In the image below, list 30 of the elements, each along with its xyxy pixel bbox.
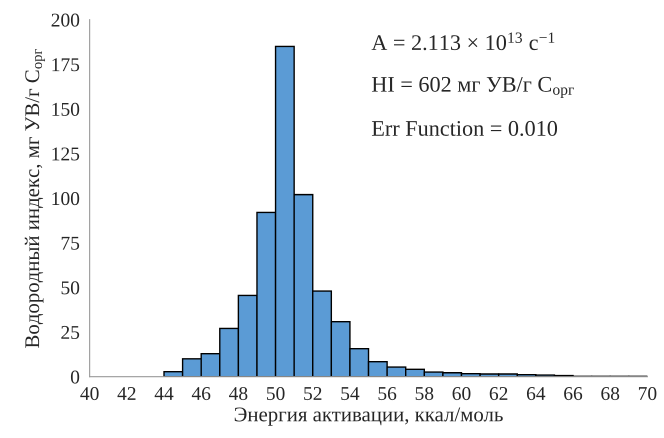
x-tick-label: 40	[80, 386, 99, 400]
y-tick-label: 0	[70, 370, 80, 384]
x-tick-label: 64	[526, 387, 546, 400]
y-tick-label: 100	[52, 192, 80, 206]
y-axis-title: Водородный индекс, мг УВ/г С$_{орг}$	[24, 48, 46, 348]
x-tick-label: 62	[490, 387, 508, 400]
x-tick-label: 66	[564, 387, 582, 400]
y-tick-label: 25	[61, 326, 80, 339]
y-tick-label: 50	[62, 281, 80, 294]
x-tick-label: 60	[452, 386, 470, 400]
x-tick-label: 70	[638, 386, 656, 400]
x-tick-label: 68	[601, 386, 620, 400]
annotation: A = 2.113 × 10$^{13}$ с$^{−1}$	[372, 32, 554, 50]
x-tick-label: 54	[341, 387, 360, 400]
y-tick-label: 200	[52, 14, 80, 27]
x-tick-label: 52	[304, 387, 322, 400]
x-tick-label: 50	[266, 386, 285, 400]
y-tick-label: 175	[52, 58, 80, 72]
annotation: HI = 602 мг УВ/г С$_{орг}$	[372, 76, 574, 98]
x-tick-label: 44	[154, 387, 174, 400]
x-tick-label: 58	[416, 386, 434, 400]
y-tick-label: 150	[52, 102, 80, 116]
y-tick-label: 75	[62, 236, 80, 250]
x-axis-title: Энергия активации, ккал/моль	[234, 407, 503, 426]
x-tick-label: 46	[192, 387, 210, 400]
annotation: Err Function = 0.010	[372, 120, 558, 136]
x-tick-label: 48	[229, 386, 248, 400]
x-tick-label: 56	[378, 387, 396, 400]
x-tick-label: 42	[117, 387, 136, 400]
y-tick-label: 125	[52, 147, 80, 161]
